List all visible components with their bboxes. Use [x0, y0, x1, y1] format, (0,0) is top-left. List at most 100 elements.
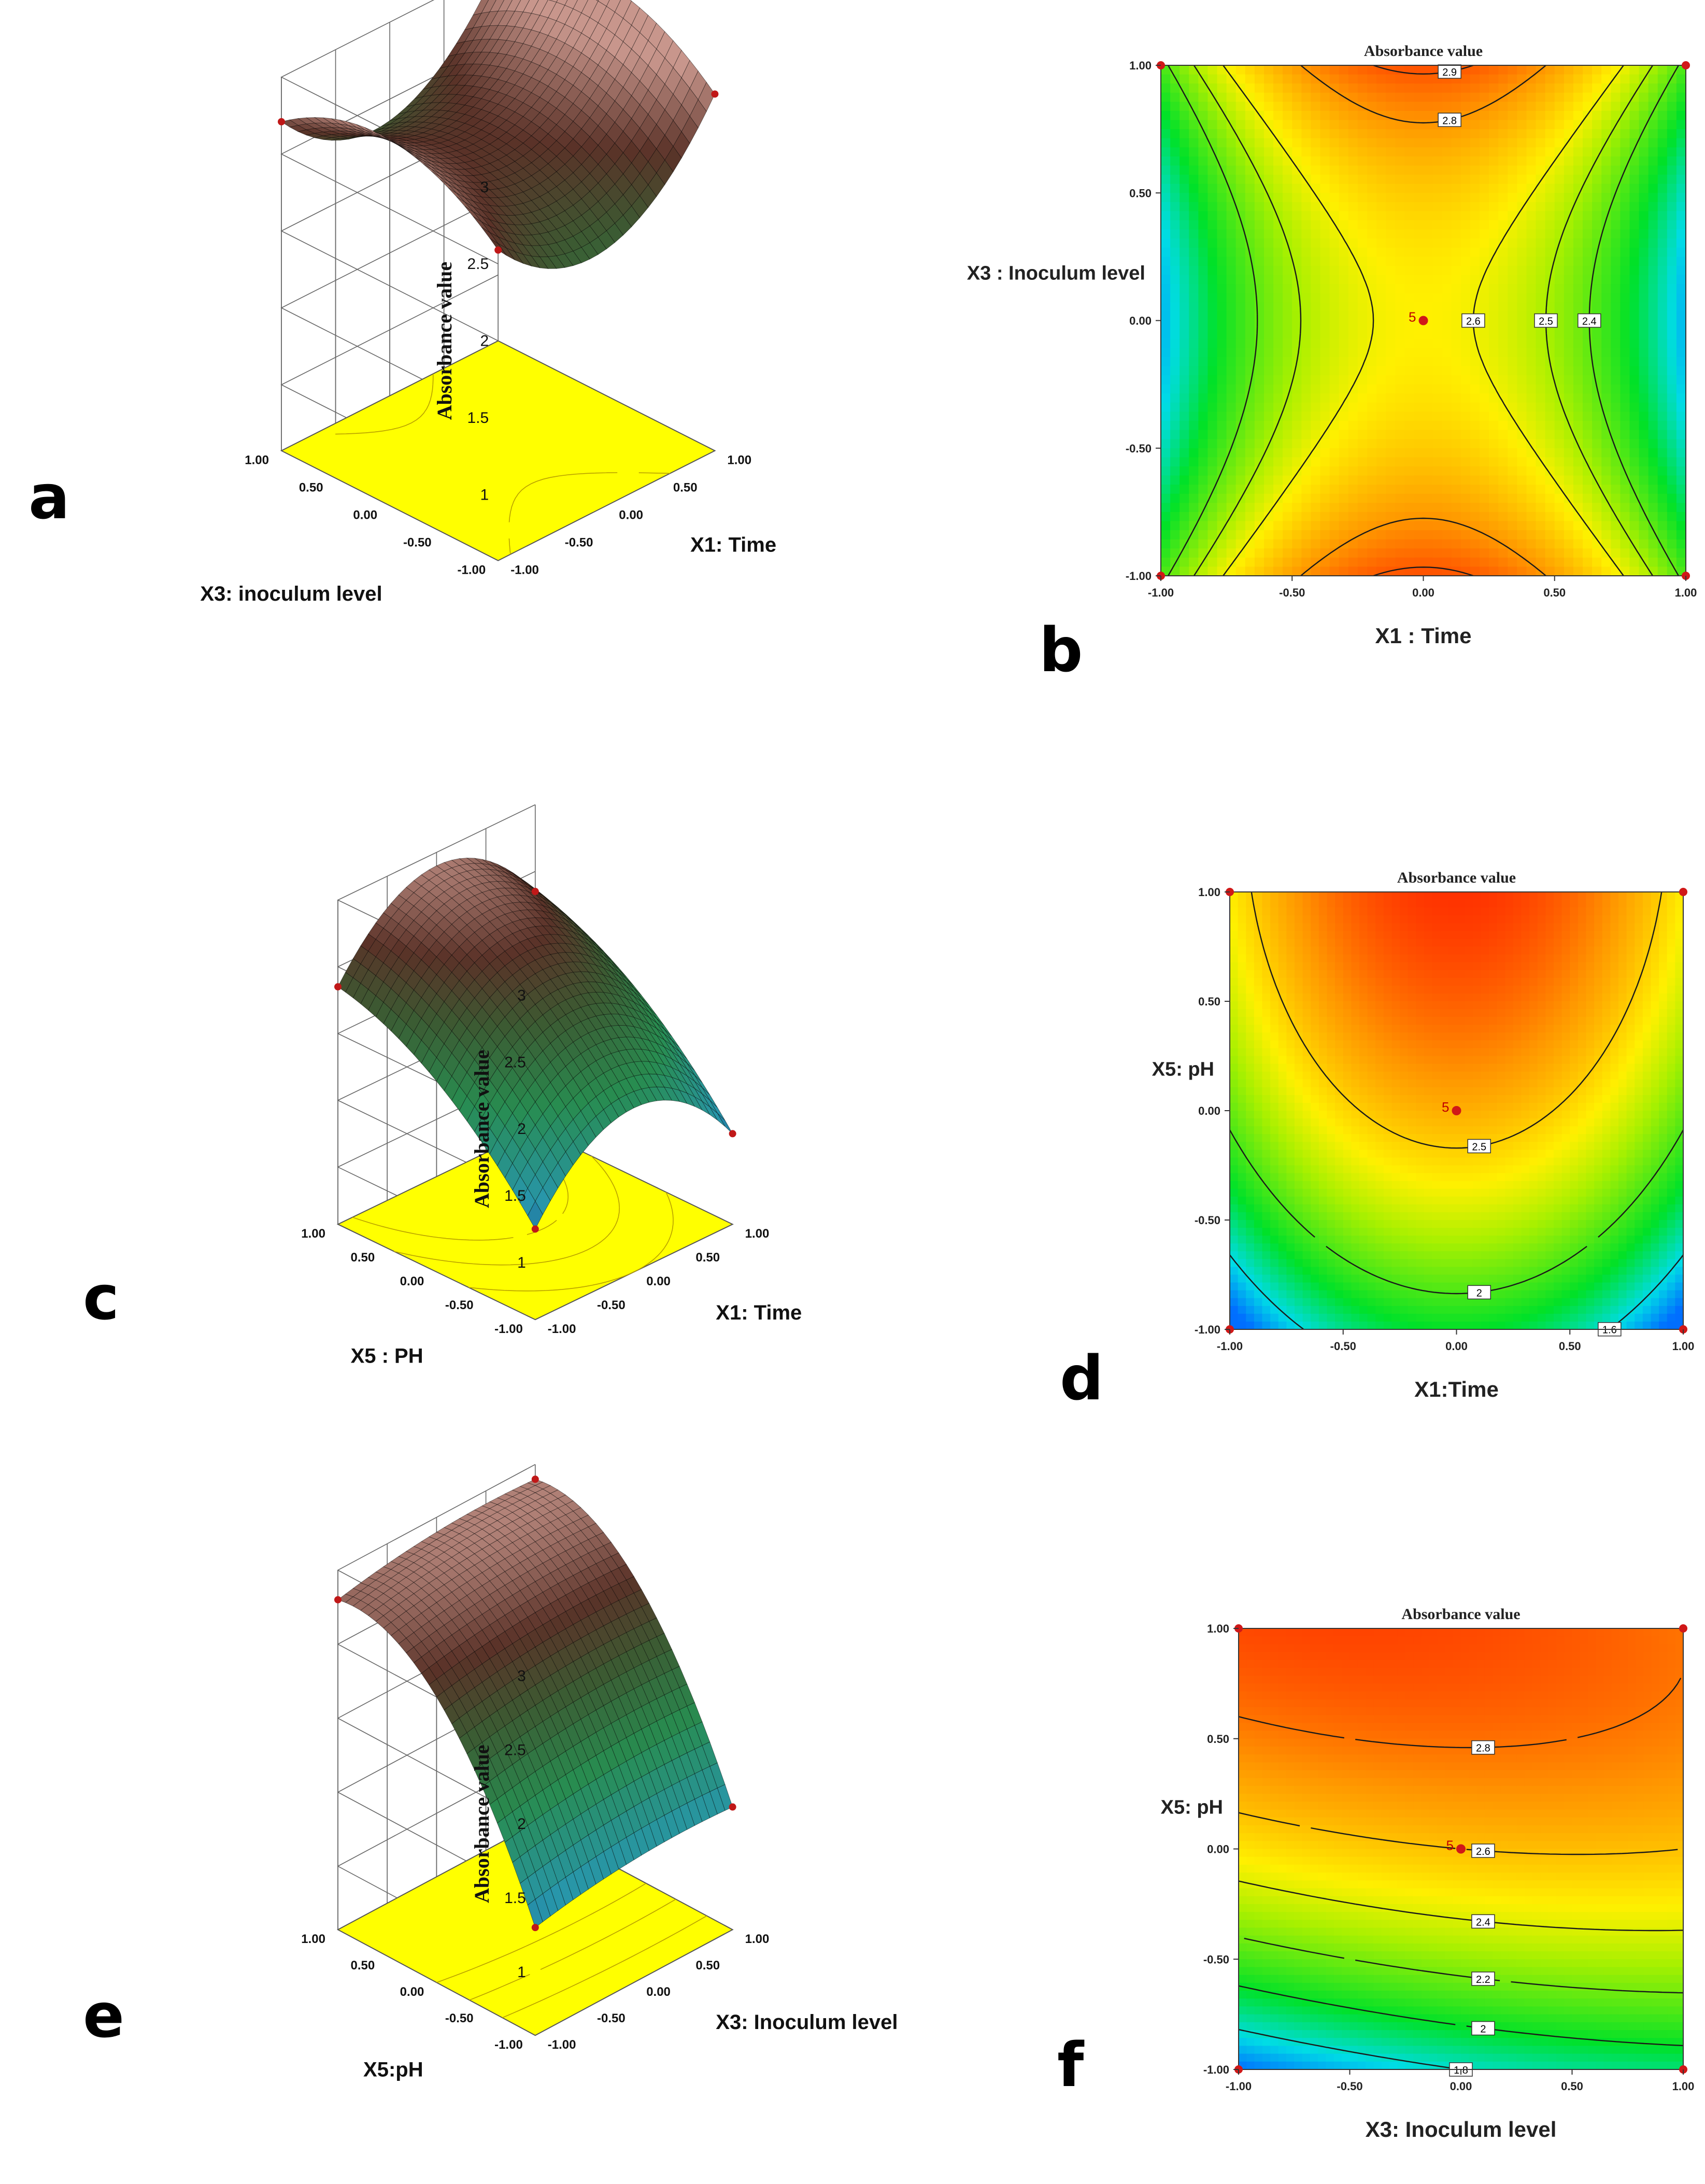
- x-tick-label: -0.50: [597, 1298, 626, 1312]
- panel-letter-f: f: [1057, 2029, 1084, 2101]
- contour-label: 2.5: [1534, 313, 1558, 328]
- svg-text:2.9: 2.9: [1442, 67, 1457, 78]
- x-tick-label: -1.00: [510, 563, 539, 577]
- y-tick-label: -0.50: [1203, 1953, 1229, 1966]
- z-tick-label: 1.5: [467, 409, 489, 427]
- design-point: [531, 888, 539, 896]
- y-tick-label: 0.50: [1129, 187, 1152, 200]
- y-axis-label: X3 : Inoculum level: [967, 263, 1145, 285]
- design-point: [1682, 61, 1690, 69]
- y-axis-label: X5 : PH: [351, 1344, 423, 1367]
- center-point-label: 5: [1442, 1099, 1449, 1115]
- z-tick-label: 3: [517, 1668, 526, 1685]
- z-tick-label: 1: [480, 486, 489, 503]
- design-point: [531, 1476, 539, 1483]
- contour-line: [1229, 1129, 1684, 1295]
- contour-label: 2.9: [1438, 64, 1461, 79]
- design-point: [1679, 1624, 1687, 1633]
- floor-contour: [468, 1192, 674, 1292]
- x-tick-label: 0.00: [1445, 1340, 1468, 1353]
- x-axis-label: X3: Inoculum level: [1366, 2117, 1557, 2142]
- y-tick-label: -1.00: [1203, 2063, 1229, 2076]
- z-tick-label: 2: [517, 1816, 526, 1833]
- center-point: [1418, 316, 1428, 325]
- center-point-label: 5: [1409, 309, 1416, 325]
- design-point: [711, 90, 719, 98]
- contour-fill: [1161, 65, 1686, 576]
- svg-text:2.4: 2.4: [1582, 316, 1597, 328]
- contour-label: 2.2: [1471, 1972, 1495, 1986]
- y-tick-label: -0.50: [403, 536, 432, 550]
- x-tick-label: -0.50: [597, 2011, 626, 2025]
- contour-plot-b: 2.4 2.5 2.6 2.8 2.9 5 -1.00 -0.50 0.00 0.50 1.00 -1…: [967, 42, 1697, 648]
- y-tick-label: 0.00: [353, 508, 377, 522]
- contour-line: [1251, 891, 1663, 1149]
- design-point: [531, 1225, 539, 1233]
- y-tick-label: -1.00: [1126, 570, 1152, 583]
- y-axis-label: X5: pH: [1152, 1058, 1214, 1080]
- contour-label: 2.6: [1461, 313, 1485, 328]
- design-point: [729, 1803, 736, 1811]
- x-tick-label: 0.00: [619, 508, 643, 522]
- z-tick-label: 2: [480, 333, 489, 350]
- contour-plot-f: 1.822.22.42.62.85-1.00 -0.50 0.00 0.50 1.00-…: [1161, 1606, 1695, 2142]
- y-axis-label: X5:pH: [363, 2058, 423, 2081]
- center-point: [1456, 1844, 1466, 1854]
- x-tick-label: 0.00: [1450, 2080, 1472, 2093]
- contour-line: [1223, 65, 1624, 576]
- panel-letter-d: d: [1060, 1342, 1104, 1414]
- contour-line: [1238, 1678, 1682, 1749]
- x-tick-label: 0.50: [673, 481, 698, 495]
- x-tick-label: 1.00: [1675, 586, 1697, 599]
- response-surface: [337, 1479, 733, 1928]
- y-tick-label: -0.50: [1195, 1214, 1220, 1227]
- y-tick-label: 0.00: [1129, 315, 1152, 328]
- x-tick-label: 1.00: [745, 1932, 770, 1946]
- y-tick-label: -0.50: [445, 2011, 474, 2025]
- x-tick-label: 0.50: [1561, 2080, 1583, 2093]
- design-point: [1679, 888, 1687, 896]
- y-tick-label: -1.00: [1195, 1323, 1220, 1336]
- floor-contour: [335, 374, 670, 555]
- x-tick-label: 0.50: [695, 1251, 720, 1265]
- chart-title: Absorbance value: [1364, 42, 1483, 60]
- x-tick-label: 1.00: [1672, 2080, 1695, 2093]
- x-tick-label: -0.50: [1337, 2080, 1362, 2093]
- design-point: [334, 983, 342, 991]
- floor-projection: [280, 340, 716, 561]
- y-tick-label: 1.00: [1129, 59, 1152, 72]
- y-tick-label: -1.00: [494, 1322, 523, 1336]
- floor-contour: [469, 1898, 676, 2001]
- z-axis-label: Absorbance value: [470, 1745, 493, 1903]
- z-tick-label: 3: [480, 179, 489, 196]
- x-tick-label: 0.50: [695, 1959, 720, 1973]
- y-tick-label: 0.50: [1207, 1733, 1229, 1746]
- y-tick-label: 0.50: [350, 1251, 375, 1265]
- contour-plot-d: 1.622.55-1.00 -0.50 0.00 0.50 1.00-1.00-0.50…: [1152, 869, 1695, 1401]
- contour-label: 2: [1467, 1285, 1491, 1300]
- contour-line: [1193, 65, 1654, 576]
- x-tick-label: -1.00: [1148, 586, 1174, 599]
- design-point: [494, 246, 502, 254]
- z-axis-label: Absorbance value: [470, 1050, 493, 1208]
- contour-line: [1238, 2029, 1461, 2070]
- center-point: [1452, 1106, 1461, 1115]
- svg-text:2.6: 2.6: [1466, 316, 1481, 328]
- design-point: [334, 1596, 342, 1604]
- x-tick-label: 0.00: [646, 1985, 671, 1999]
- y-tick-label: -0.50: [1126, 442, 1152, 455]
- y-axis-label: X3: inoculum level: [200, 583, 382, 605]
- y-tick-label: -1.00: [494, 2038, 523, 2052]
- y-tick-label: -1.00: [457, 563, 486, 577]
- y-tick-label: -0.50: [445, 1298, 474, 1312]
- contour-label: 2.4: [1578, 313, 1601, 328]
- chart-title: Absorbance value: [1397, 869, 1516, 886]
- y-axis-label: X5: pH: [1161, 1796, 1223, 1818]
- z-tick-label: 2.5: [467, 256, 489, 273]
- response-surface: [280, 0, 715, 269]
- panel-letter-b: b: [1039, 614, 1083, 686]
- z-tick-label: 1.5: [504, 1890, 526, 1907]
- z-tick-label: 2.5: [504, 1054, 526, 1071]
- floor-contour: [436, 1883, 647, 1983]
- x-axis-label: X1: Time: [690, 533, 776, 556]
